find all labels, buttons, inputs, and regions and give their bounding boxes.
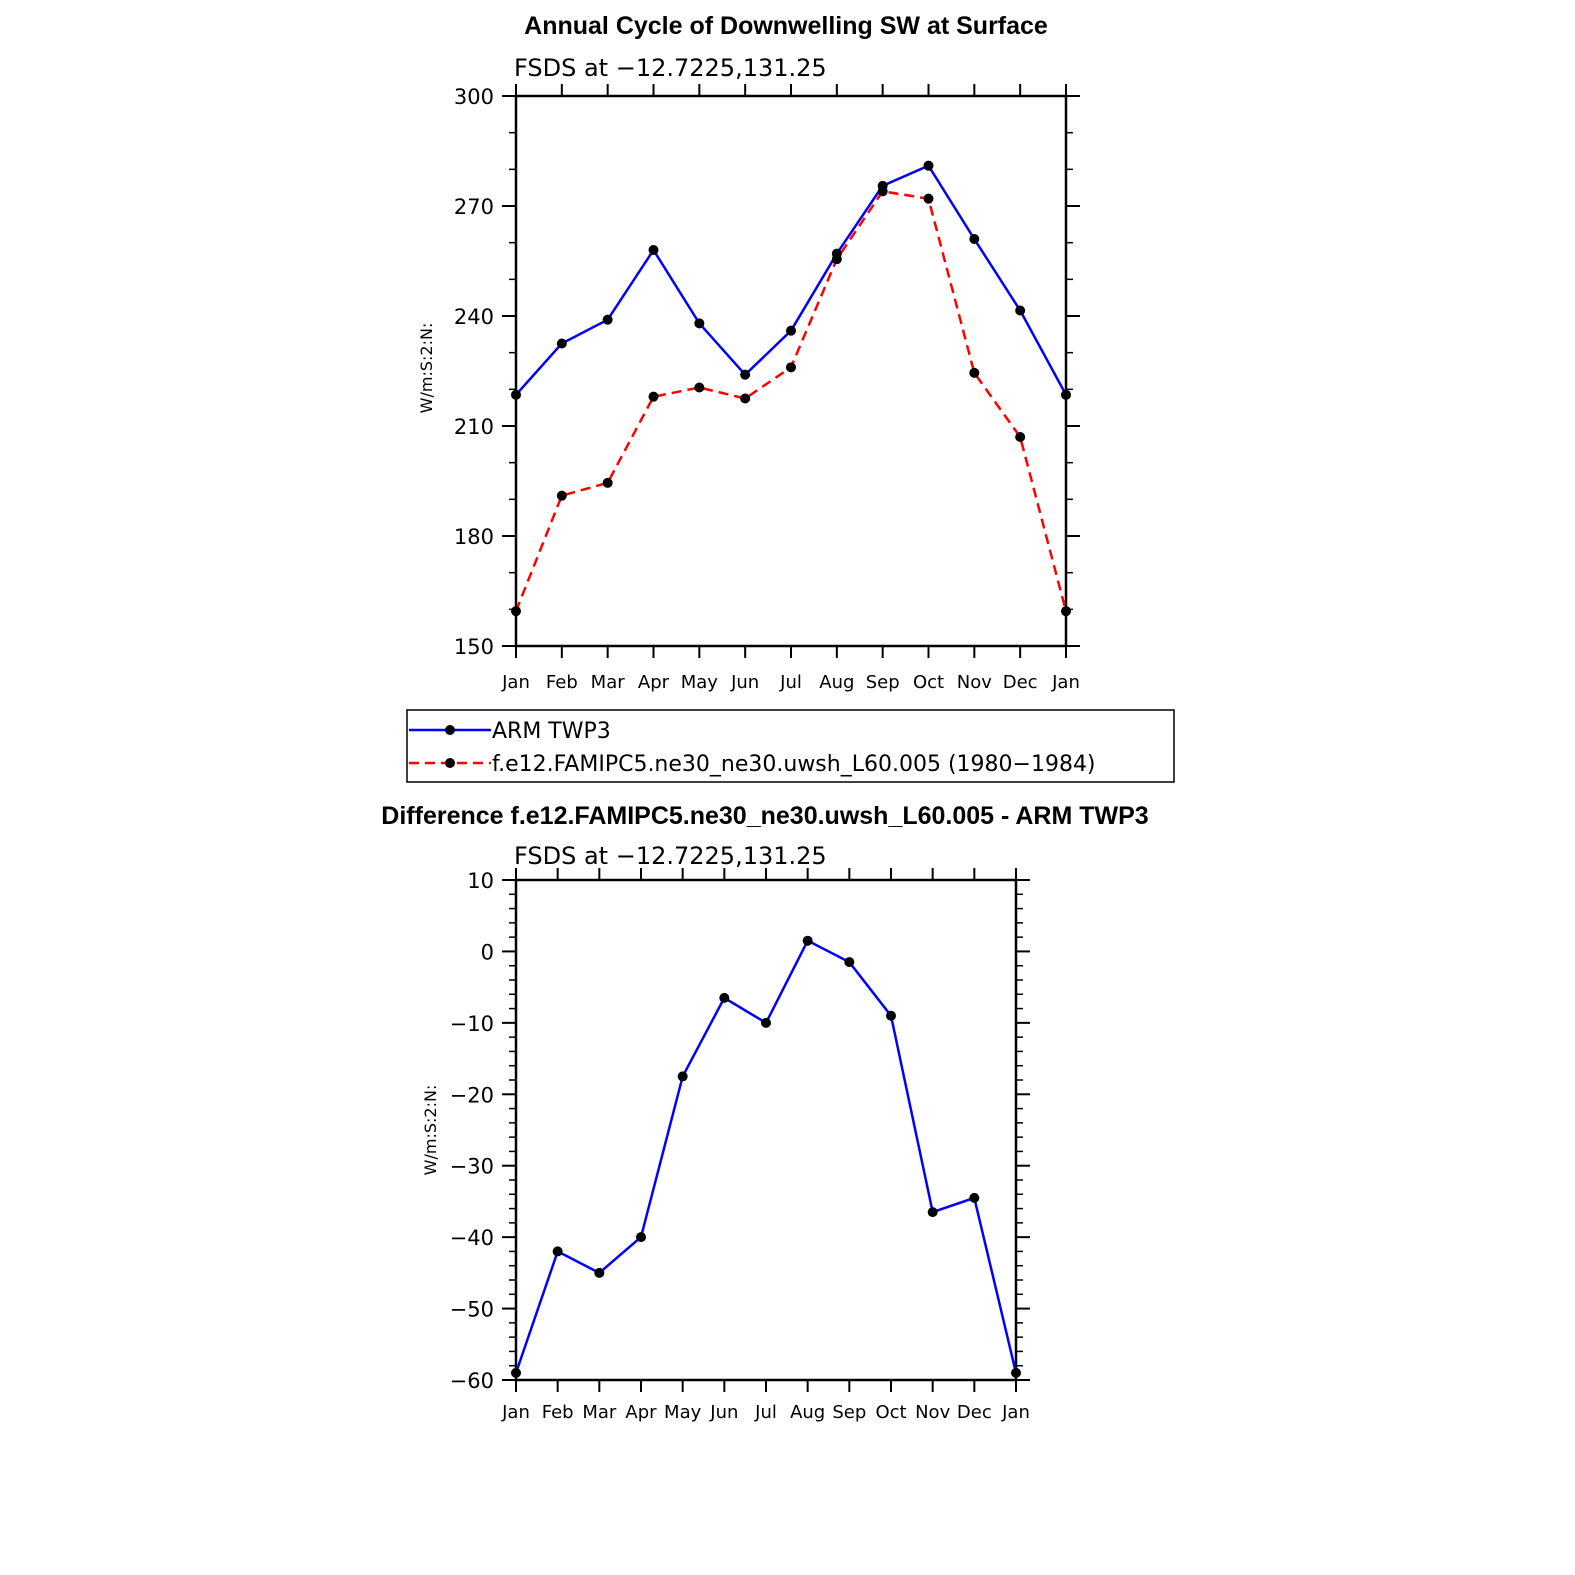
y-tick-label: 270 bbox=[454, 195, 494, 219]
x-tick-label: Feb bbox=[542, 1402, 574, 1423]
x-tick-label: Jan bbox=[501, 672, 530, 693]
series-point-0 bbox=[602, 314, 613, 325]
x-tick-label: Dec bbox=[957, 1402, 992, 1423]
plot-frame bbox=[514, 878, 1018, 1382]
x-tick-label: Feb bbox=[546, 672, 578, 693]
series-point-1 bbox=[602, 477, 613, 488]
y-tick-label: 210 bbox=[454, 415, 494, 439]
x-tick-label: Sep bbox=[866, 672, 900, 693]
x-tick-label: Jul bbox=[779, 672, 802, 693]
x-tick-label: Apr bbox=[625, 1402, 657, 1423]
x-tick-label: Jun bbox=[709, 1402, 738, 1423]
top-chart: Annual Cycle of Downwelling SW at Surfac… bbox=[417, 12, 1080, 693]
series-line-0 bbox=[514, 939, 1018, 1374]
bottom-chart-title: Difference f.e12.FAMIPC5.ne30_ne30.uwsh_… bbox=[381, 802, 1148, 830]
x-tick-label: Mar bbox=[591, 672, 626, 693]
legend-entry-arm: ARM TWP3 bbox=[492, 719, 611, 744]
y-tick-label: 180 bbox=[454, 525, 494, 549]
series-point-1 bbox=[648, 391, 659, 402]
x-tick-label: Jan bbox=[1001, 1402, 1030, 1423]
series-line-0 bbox=[515, 164, 1068, 396]
series-point-0 bbox=[648, 245, 659, 255]
bottom-plot-area: −60 −50 −40 −30 −20 −10 0 10 Jan Feb Mar Apr May Jun J… bbox=[450, 868, 1030, 1423]
y-tick-label: −40 bbox=[450, 1226, 494, 1250]
x-tick-label: May bbox=[664, 1402, 702, 1423]
x-tick-label: Jan bbox=[501, 1402, 530, 1423]
series-point-0 bbox=[511, 389, 521, 400]
x-tick-label: Aug bbox=[790, 1402, 825, 1423]
series-point-1 bbox=[831, 254, 842, 265]
y-tick-label: −20 bbox=[450, 1083, 494, 1107]
series-point-0 bbox=[969, 234, 980, 244]
legend-marker-arm bbox=[445, 725, 455, 735]
x-tick-label: Aug bbox=[819, 672, 854, 693]
x-tick-label: Mar bbox=[582, 1402, 617, 1423]
series-point-1 bbox=[923, 193, 934, 204]
series-point-1 bbox=[969, 367, 980, 378]
legend: ARM TWP3 f.e12.FAMIPC5.ne30_ne30.uwsh_L6… bbox=[406, 709, 1175, 783]
x-tick-label: Jun bbox=[730, 672, 759, 693]
series-point-0 bbox=[844, 957, 855, 968]
series-point-0 bbox=[511, 1367, 521, 1378]
series-point-0 bbox=[594, 1267, 605, 1278]
series-point-0 bbox=[677, 1071, 688, 1082]
bottom-chart: Difference f.e12.FAMIPC5.ne30_ne30.uwsh_… bbox=[381, 802, 1148, 1423]
x-tick-label: Oct bbox=[875, 1402, 906, 1423]
x-tick-label: Nov bbox=[957, 672, 992, 693]
series-point-1 bbox=[694, 382, 705, 393]
series-point-0 bbox=[927, 1207, 938, 1218]
series-point-0 bbox=[969, 1192, 980, 1203]
series-point-0 bbox=[1011, 1367, 1021, 1378]
series-point-0 bbox=[802, 935, 813, 946]
series-point-0 bbox=[886, 1010, 896, 1021]
series-point-0 bbox=[740, 369, 751, 380]
series-point-1 bbox=[1015, 432, 1026, 442]
y-tick-label: 0 bbox=[481, 940, 494, 964]
x-tick-label: Jan bbox=[1051, 672, 1080, 693]
bottom-chart-ylabel: W/m:S:2:N: bbox=[421, 1085, 440, 1176]
top-plot-area: 150 180 210 240 270 300 Jan Feb Mar Apr May Jun Jul A… bbox=[454, 84, 1080, 693]
series-point-0 bbox=[923, 160, 934, 171]
series-point-0 bbox=[556, 338, 567, 349]
series-point-0 bbox=[636, 1232, 646, 1243]
series-point-0 bbox=[761, 1017, 771, 1028]
series-point-1 bbox=[556, 490, 567, 501]
series-point-1 bbox=[877, 186, 888, 197]
y-tick-label: −60 bbox=[450, 1369, 494, 1393]
series-point-1 bbox=[511, 606, 521, 617]
x-tick-label: May bbox=[681, 672, 719, 693]
y-tick-label: −10 bbox=[450, 1012, 494, 1036]
x-tick-label: Jul bbox=[754, 1402, 777, 1423]
series-point-0 bbox=[1015, 305, 1026, 316]
top-chart-subtitle: FSDS at −12.7225,131.25 bbox=[514, 54, 827, 82]
x-tick-label: Oct bbox=[913, 672, 944, 693]
bottom-chart-subtitle: FSDS at −12.7225,131.25 bbox=[514, 842, 827, 870]
series-point-0 bbox=[552, 1246, 563, 1257]
series-point-1 bbox=[740, 393, 751, 404]
legend-marker-model bbox=[445, 758, 455, 768]
y-tick-label: 240 bbox=[454, 305, 494, 329]
top-chart-title: Annual Cycle of Downwelling SW at Surfac… bbox=[524, 12, 1048, 40]
series-point-0 bbox=[694, 318, 705, 329]
y-tick-label: 300 bbox=[454, 85, 494, 109]
y-tick-label: 10 bbox=[467, 869, 494, 893]
x-tick-label: Dec bbox=[1003, 672, 1038, 693]
x-tick-label: Nov bbox=[915, 1402, 950, 1423]
y-tick-label: −30 bbox=[450, 1155, 494, 1179]
top-chart-ylabel: W/m:S:2:N: bbox=[417, 323, 436, 414]
series-point-0 bbox=[719, 992, 730, 1003]
legend-box bbox=[406, 709, 1175, 783]
series-point-1 bbox=[786, 362, 796, 373]
series-point-0 bbox=[1061, 389, 1071, 400]
x-tick-label: Sep bbox=[832, 1402, 866, 1423]
y-tick-label: −50 bbox=[450, 1298, 494, 1322]
series-point-0 bbox=[786, 325, 796, 336]
x-tick-label: Apr bbox=[638, 672, 670, 693]
series-point-1 bbox=[1061, 606, 1071, 617]
y-tick-label: 150 bbox=[454, 635, 494, 659]
legend-entry-model: f.e12.FAMIPC5.ne30_ne30.uwsh_L60.005 (19… bbox=[492, 752, 1096, 777]
